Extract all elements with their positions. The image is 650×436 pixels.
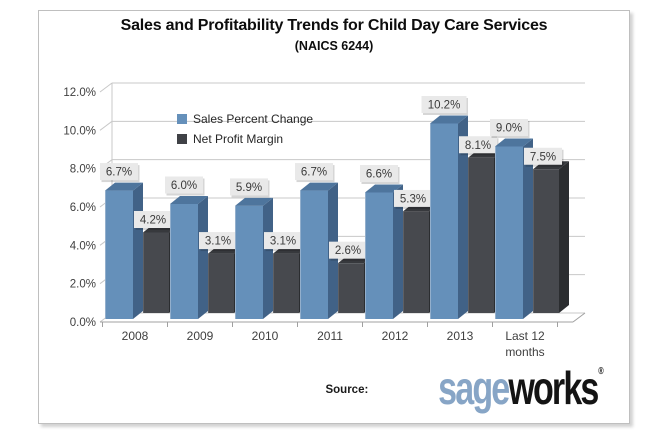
- value-label: 10.2%: [428, 100, 461, 112]
- bar-front-face: [365, 192, 393, 319]
- y-axis-tick: [99, 120, 113, 131]
- bar-front-face: [143, 232, 169, 313]
- bar-front-face: [338, 263, 364, 313]
- value-label-box: [100, 163, 138, 181]
- bar-side-face: [198, 196, 208, 319]
- value-label-box: [134, 211, 172, 228]
- bar-side-face: [263, 197, 273, 319]
- bar-top-face: [170, 196, 208, 204]
- bar-top-face: [365, 184, 403, 193]
- bar-top-face: [495, 138, 533, 147]
- bar-front-face: [533, 169, 559, 313]
- value-label-box: [394, 189, 432, 207]
- y-axis-label: 8.0%: [70, 164, 96, 176]
- logo-works-text: works: [508, 362, 600, 415]
- value-label-box: [264, 232, 302, 250]
- x-axis-label: 2009: [187, 329, 214, 343]
- value-label: 3.1%: [205, 236, 231, 248]
- value-label-box: [199, 232, 237, 250]
- value-label: 5.3%: [400, 193, 426, 205]
- legend-swatch-sales-icon: [177, 114, 187, 124]
- value-label-box: [230, 178, 268, 196]
- legend-swatch-margin-icon: [177, 134, 187, 144]
- value-label: 8.1%: [465, 140, 491, 152]
- bar-front-face: [235, 205, 263, 319]
- source-attribution: Source: sageworks®: [325, 365, 604, 411]
- sageworks-logo: sageworks®: [438, 365, 604, 411]
- bar-top-face: [430, 115, 468, 124]
- floor-edge: [572, 312, 586, 323]
- value-label: 6.0%: [171, 180, 197, 192]
- chart-title: Sales and Profitability Trends for Child…: [120, 17, 548, 34]
- value-label: 6.6%: [366, 169, 392, 181]
- x-axis-label: Last 12 months: [505, 329, 545, 359]
- value-label: 3.1%: [270, 236, 296, 248]
- value-label-box: [524, 147, 562, 165]
- bar-front-face: [495, 146, 523, 319]
- value-label: 6.7%: [106, 167, 132, 179]
- value-label-box: [421, 96, 467, 113]
- value-label: 9.0%: [496, 123, 522, 135]
- value-label: 6.7%: [301, 167, 327, 179]
- bar-front-face: [170, 204, 198, 319]
- bar-top-face: [105, 182, 143, 191]
- value-label: 7.5%: [530, 151, 556, 163]
- bar-side-face: [133, 182, 143, 319]
- y-axis-tick: [99, 82, 113, 93]
- x-axis-label: 2010: [252, 329, 279, 343]
- bar-front-face: [403, 211, 429, 313]
- value-label: 4.2%: [140, 215, 166, 227]
- bar-front-face: [208, 253, 234, 313]
- bar-front-face: [430, 123, 458, 319]
- y-axis-label: 2.0%: [70, 279, 96, 291]
- bar-side-face: [559, 161, 569, 313]
- value-label-box: [490, 119, 528, 136]
- y-axis-label: 12.0%: [63, 87, 96, 99]
- x-axis-label: 2013: [447, 329, 474, 343]
- bar-front-face: [273, 253, 299, 313]
- legend-item-net-profit-margin: Net Profit Margin: [177, 129, 313, 149]
- y-axis-label: 10.0%: [63, 125, 96, 137]
- value-label-box: [329, 241, 367, 259]
- source-label: Source:: [325, 384, 369, 396]
- x-axis-label: 2012: [382, 329, 409, 343]
- x-axis-label: 2008: [122, 329, 149, 343]
- chart-subtitle: (NAICS 6244): [294, 39, 374, 53]
- bar-front-face: [300, 190, 328, 319]
- y-axis-label: 0.0%: [70, 317, 96, 329]
- value-label-box: [360, 165, 398, 182]
- y-axis-label: 6.0%: [70, 202, 96, 214]
- bar-side-face: [458, 115, 468, 319]
- bar-side-face: [523, 138, 533, 319]
- y-axis-label: 4.0%: [70, 240, 96, 252]
- bar-side-face: [393, 184, 403, 319]
- registered-mark-icon: ®: [598, 366, 604, 378]
- value-label-box: [459, 136, 497, 154]
- bar-top-face: [235, 197, 273, 206]
- legend-label: Net Profit Margin: [193, 132, 284, 146]
- legend-item-sales-percent-change: Sales Percent Change: [177, 109, 313, 129]
- bar-top-face: [300, 182, 338, 191]
- value-label-box: [165, 176, 203, 194]
- value-label: 2.6%: [335, 245, 361, 257]
- value-label-box: [295, 163, 333, 181]
- value-label: 5.9%: [236, 182, 262, 194]
- legend-label: Sales Percent Change: [193, 112, 314, 126]
- logo-sage-text: sage: [438, 362, 510, 415]
- x-axis-label: 2011: [317, 329, 343, 343]
- bar-front-face: [105, 190, 133, 319]
- bar-front-face: [468, 157, 494, 313]
- legend: Sales Percent Change Net Profit Margin: [177, 109, 313, 149]
